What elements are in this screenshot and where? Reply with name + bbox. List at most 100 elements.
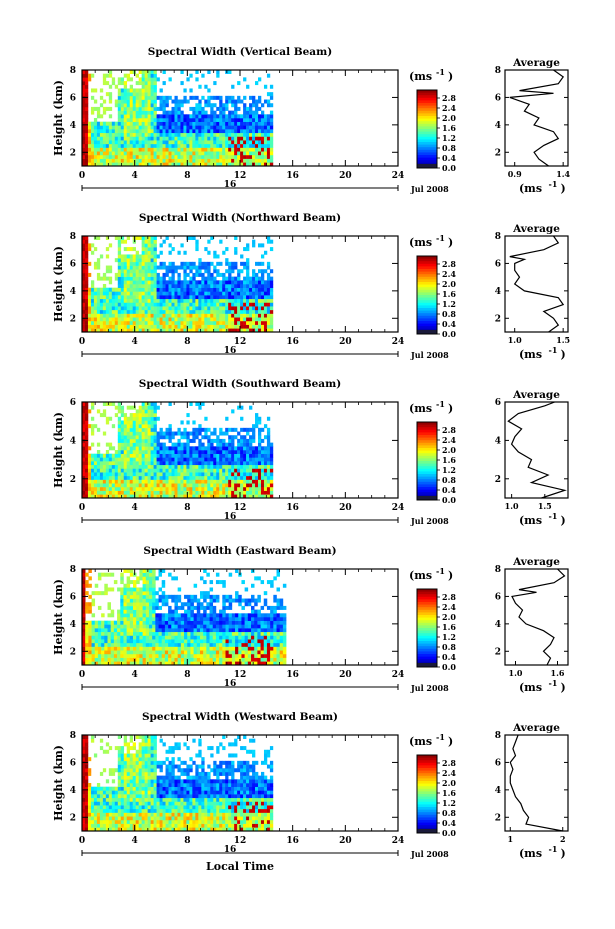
colorbar-floor [417,164,437,168]
heatmap-cell [159,147,163,152]
heatmap-cell [159,461,163,466]
heatmap-cell [252,472,256,477]
heatmap-cell [219,479,223,484]
heatmap-cell [82,416,86,421]
heatmap-cell [243,494,247,499]
heatmap-cell [237,280,241,285]
heatmap-cell [216,125,220,130]
heatmap-cell [225,320,229,325]
heatmap-cell [99,88,104,93]
heatmap-cell [84,420,89,425]
heatmap-cell [126,569,131,573]
heatmap-cell [120,258,125,263]
heatmap-cell [123,624,127,629]
heatmap-cell [156,295,160,300]
heatmap-cell [222,250,226,255]
heatmap-cell [189,147,193,152]
heatmap-cell [147,472,151,477]
average-y-tick-label: 2 [495,475,501,485]
heatmap-cell [193,642,198,647]
heatmap-cell [93,424,98,429]
heatmap-cell [132,140,136,145]
heatmap-cell [129,306,134,311]
heatmap-cell [219,464,223,469]
heatmap-cell [82,461,86,466]
heatmap-cell [186,99,190,104]
heatmap-cell [138,306,142,311]
heatmap-cell [96,151,101,156]
heatmap-cell [171,125,175,130]
heatmap-cell [180,103,184,108]
heatmap-cell [120,646,124,651]
heatmap-cell [156,309,160,314]
heatmap-cell [237,272,241,277]
heatmap-cell [139,598,143,603]
heatmap-cell [192,129,196,134]
heatmap-cell [133,609,137,614]
heatmap-cell [174,95,178,100]
heatmap-cell [260,243,265,248]
heatmap-cell [136,587,140,592]
heatmap-cell [196,598,201,603]
heatmap-cell [269,472,274,477]
heatmap-cell [114,324,119,329]
heatmap-cell [199,591,204,596]
heatmap-cell [266,158,271,163]
heatmap-cell [201,140,205,145]
heatmap-cell [171,140,175,145]
heatmap-cell [240,464,244,469]
heatmap-cell [147,446,151,451]
heatmap-cell [102,143,107,148]
heatmap-cell [219,298,223,303]
heatmap-cell [156,435,160,440]
heatmap-cell [84,154,89,159]
heatmap-cell [234,247,238,252]
heatmap-cell [222,280,226,285]
heatmap-cell [158,650,163,655]
heatmap-cell [84,472,89,477]
date-label: Jul 2008 [410,516,449,526]
heatmap-cell [192,479,196,484]
heatmap-cell [126,490,131,495]
heatmap-cell [129,280,134,285]
heatmap-cell [120,605,124,610]
heatmap-cell [85,653,89,658]
heatmap-cell [269,461,274,466]
heatmap-cell [114,483,119,488]
heatmap-cell [210,457,214,462]
colorbar-swatch [417,313,437,317]
heatmap-cell [153,431,157,436]
heatmap-cell [269,125,274,130]
heatmap-cell [174,110,178,115]
heatmap-cell [152,569,156,573]
heatmap-cell [90,302,95,307]
heatmap-cell [141,298,145,303]
heatmap-cell [177,118,181,122]
heatmap-cell [94,646,99,651]
heatmap-cell [117,276,122,281]
heatmap-cell [129,110,134,115]
heatmap-cell [258,461,262,466]
heatmap-cell [144,103,148,108]
heatmap-cell [252,291,256,296]
heatmap-cell [96,162,101,167]
heatmap-cell [114,276,119,281]
heatmap-cell [93,147,98,152]
heatmap-cell [222,103,226,108]
heatmap-cell [155,650,159,655]
heatmap-cell [84,475,89,480]
heatmap-cell [231,472,235,477]
heatmap-cell [193,613,198,618]
heatmap-cell [123,438,128,443]
heatmap-cell [252,95,256,100]
heatmap-cell [129,77,134,82]
heatmap-cell [120,461,125,466]
heatmap-cell [228,132,232,137]
heatmap-cell [117,405,122,410]
heatmap-cell [99,147,104,152]
heatmap-cell [212,650,217,655]
heatmap-cell [207,287,211,292]
heatmap-cell [225,261,229,266]
heatmap-cell [132,106,136,111]
heatmap-cell [199,617,204,621]
